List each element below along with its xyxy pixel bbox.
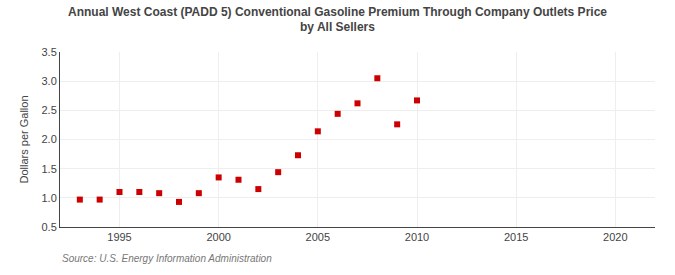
svg-text:2000: 2000 (206, 231, 230, 243)
svg-text:1.5: 1.5 (42, 163, 57, 175)
svg-text:2015: 2015 (504, 231, 528, 243)
svg-text:2.0: 2.0 (42, 133, 57, 145)
svg-text:Dollars per Gallon: Dollars per Gallon (18, 95, 30, 183)
svg-text:1995: 1995 (107, 231, 131, 243)
svg-text:2010: 2010 (405, 231, 429, 243)
svg-text:2020: 2020 (603, 231, 627, 243)
svg-text:0.5: 0.5 (42, 221, 57, 233)
svg-text:Annual West Coast (PADD 5) Con: Annual West Coast (PADD 5) Conventional … (68, 5, 607, 35)
svg-text:3.5: 3.5 (42, 46, 57, 58)
svg-text:2005: 2005 (306, 231, 330, 243)
svg-text:Source: U.S. Energy Informatio: Source: U.S. Energy Information Administ… (62, 253, 272, 264)
svg-text:2.5: 2.5 (42, 104, 57, 116)
svg-text:1.0: 1.0 (42, 192, 57, 204)
svg-text:3.0: 3.0 (42, 75, 57, 87)
